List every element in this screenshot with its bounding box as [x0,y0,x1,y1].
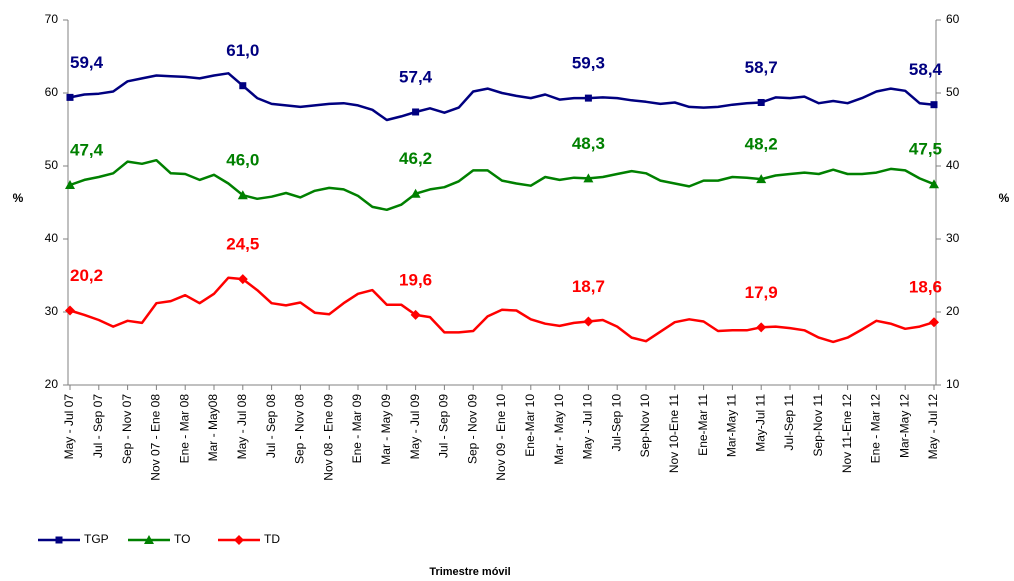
series-line [69,158,935,212]
y2-tick-label: 60 [946,12,960,26]
value-label: 48,3 [572,134,605,153]
x-axis-label: Trimestre móvil [429,566,510,578]
legend-label: TD [264,532,280,546]
x-tick-label: Ene - Mar 09 [350,394,364,464]
x-tick-label: Mar - May08 [206,394,220,462]
x-tick-label: Sep-Nov 10 [638,394,652,458]
series-line [69,276,935,344]
value-label: 46,2 [399,149,432,168]
x-tick-label: Ene - Mar 12 [869,394,883,464]
value-label: 19,6 [399,270,432,289]
value-label: 48,2 [745,135,778,154]
marker [237,190,248,200]
x-tick-label: May-Jul 11 [753,394,767,452]
series-line [69,72,935,122]
value-label: 47,4 [70,140,104,159]
marker [930,101,938,109]
x-tick-label: Nov 10-Ene 11 [667,394,681,473]
x-tick-label: Jul - Sep 09 [437,394,451,458]
y2-tick-label: 50 [946,85,960,99]
legend-label: TO [174,532,190,546]
x-tick-label: May - Jul 12 [926,394,940,460]
marker [65,305,75,316]
value-label: 58,4 [909,60,943,79]
x-tick-label: Nov 09 - Ene 10 [494,394,508,481]
x-tick-label: Sep-Nov 11 [811,394,825,457]
x-tick-label: Ene - Mar 08 [177,394,191,464]
x-tick-label: May - Jul 08 [235,394,249,460]
x-tick-label: Nov 08 - Ene 09 [321,394,335,481]
value-label: 59,4 [70,53,104,72]
marker [410,188,421,198]
legend-label: TGP [84,532,109,546]
y-tick-label: 40 [45,231,59,245]
x-tick-label: May - Jul 09 [408,394,422,460]
x-tick-label: Jul - Sep 07 [91,394,105,458]
x-tick-label: Mar - May 09 [379,394,393,465]
marker [583,316,594,327]
marker [65,179,75,189]
value-label: 18,7 [572,277,605,296]
marker [929,179,939,189]
y-axis-label: % [13,191,24,205]
x-tick-label: Jul - Sep 08 [264,394,278,458]
marker [757,98,765,106]
x-tick-label: Sep - Nov 07 [120,394,134,464]
x-tick-label: Jul-Sep 10 [609,394,623,452]
x-tick-label: Mar - May 10 [552,394,566,465]
x-tick-label: Jul-Sep 11 [782,394,796,451]
value-label: 61,0 [226,41,259,60]
y-tick-label: 20 [45,377,59,391]
value-label: 46,0 [226,151,259,170]
marker [756,322,767,333]
marker [929,317,939,328]
marker [583,173,594,183]
y-tick-label: 50 [45,158,59,172]
x-tick-label: Sep - Nov 09 [465,394,479,464]
value-label: 18,6 [909,278,942,297]
marker [55,536,63,544]
y2-tick-label: 10 [946,377,960,391]
x-tick-label: Nov 07 - Ene 08 [149,394,163,481]
x-tick-label: Ene-Mar 10 [523,394,537,457]
value-label: 47,5 [909,140,942,159]
marker [584,94,592,102]
value-label: 17,9 [745,283,778,302]
y-tick-label: 70 [45,12,59,26]
y2-tick-label: 20 [946,304,960,318]
value-label: 57,4 [399,67,433,86]
marker [144,535,154,544]
y2-tick-label: 40 [946,158,960,172]
marker [234,535,244,545]
x-tick-label: Sep - Nov 08 [293,394,307,464]
y2-tick-label: 30 [946,231,960,245]
x-tick-label: Mar-May 11 [725,394,739,457]
value-label: 58,7 [745,58,778,77]
x-tick-label: May - Jul 07 [62,394,76,460]
y-tick-label: 30 [45,304,59,318]
marker [412,108,420,116]
marker [756,174,767,184]
marker [237,274,248,285]
x-tick-label: Nov 11-Ene 12 [840,394,854,473]
value-label: 24,5 [226,235,259,254]
marker [66,93,74,101]
marker [239,82,247,90]
value-label: 20,2 [70,266,103,285]
y-tick-label: 60 [45,85,59,99]
marker [410,309,421,320]
value-label: 59,3 [572,54,605,73]
x-tick-label: May - Jul 10 [581,394,595,460]
x-tick-label: Ene-Mar 11 [696,394,710,456]
x-tick-label: Mar-May 12 [897,394,911,458]
y2-axis-label: % [999,191,1010,205]
